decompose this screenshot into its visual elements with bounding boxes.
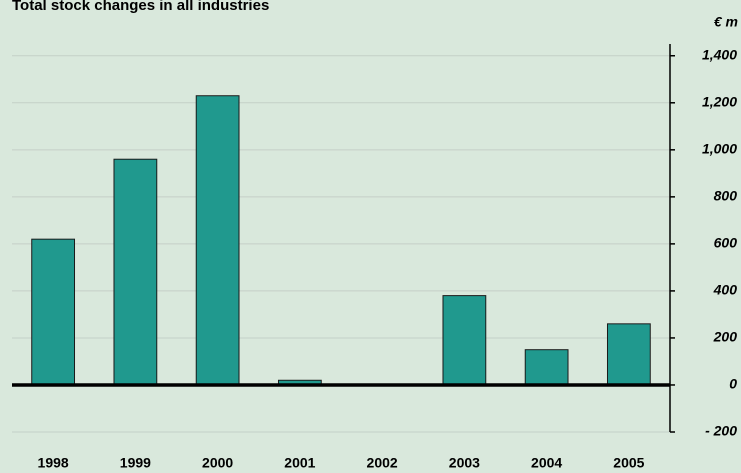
bar [524, 349, 569, 386]
chart-title: Total stock changes in all industries [12, 0, 269, 14]
x-tick-label: 2002 [367, 455, 398, 471]
x-tick-label: 1999 [120, 455, 151, 471]
y-tick-label: 1,200 [702, 93, 737, 109]
bar [195, 95, 240, 386]
bar [31, 238, 76, 386]
x-tick-label: 2001 [284, 455, 315, 471]
y-unit: € m [714, 14, 738, 30]
bar [442, 295, 487, 386]
y-tick-label: - 200 [705, 423, 737, 439]
x-tick-label: 2005 [613, 455, 644, 471]
x-tick-label: 2000 [202, 455, 233, 471]
y-tick-label: 0 [729, 376, 737, 392]
y-tick-label: 1,400 [702, 46, 737, 62]
x-tick-label: 1998 [38, 455, 69, 471]
y-tick-label: 400 [713, 282, 738, 298]
y-tick-label: 800 [714, 188, 738, 204]
y-tick-label: 1,000 [702, 141, 737, 157]
x-tick-label: 2003 [449, 455, 480, 471]
bar [113, 158, 158, 386]
bar [606, 323, 651, 386]
y-tick-label: 600 [714, 235, 738, 251]
y-tick-label: 200 [713, 329, 738, 345]
x-tick-label: 2004 [531, 455, 562, 471]
